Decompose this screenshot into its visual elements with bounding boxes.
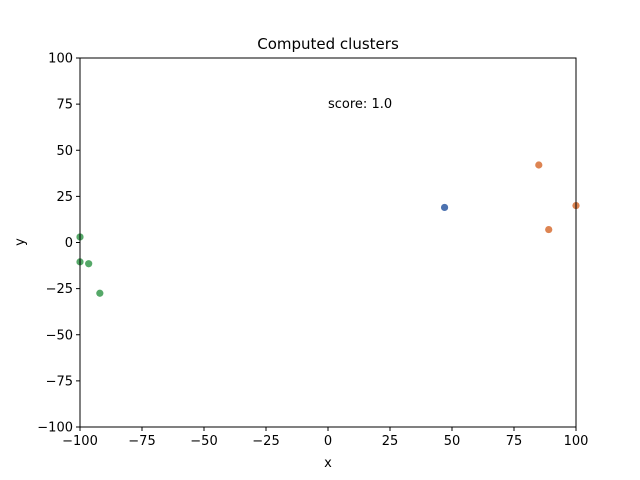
y-tick-label: 50 — [56, 144, 73, 159]
x-tick-label: −75 — [128, 434, 155, 449]
x-tick-label: 0 — [324, 434, 332, 449]
x-tick-label: 100 — [564, 434, 589, 449]
cluster-2-point — [96, 289, 104, 297]
cluster-2-point — [85, 260, 93, 268]
y-axis-label: y — [13, 238, 28, 246]
cluster-0-point — [440, 203, 449, 212]
y-axis-ticks: −100 −75 −50 −25 0 25 50 75 100 — [37, 52, 80, 436]
y-tick-label: −50 — [46, 328, 73, 343]
y-tick-label: 25 — [56, 190, 73, 205]
y-tick-label: −75 — [46, 374, 73, 389]
x-tick-label: −50 — [190, 434, 217, 449]
y-tick-label: 75 — [56, 98, 73, 113]
x-tick-label: 75 — [506, 434, 523, 449]
x-axis-ticks: −100 −75 −50 −25 0 25 50 75 100 — [62, 427, 588, 449]
plot-frame — [79, 57, 577, 428]
cluster-1-point — [535, 161, 543, 169]
chart-title: Computed clusters — [257, 35, 399, 53]
x-tick-label: −100 — [62, 434, 98, 449]
x-axis-label: x — [324, 456, 332, 471]
y-tick-label: −100 — [37, 421, 73, 436]
x-tick-label: 25 — [382, 434, 399, 449]
score-annotation: score: 1.0 — [328, 97, 392, 112]
x-tick-label: −25 — [252, 434, 279, 449]
x-tick-label: 50 — [444, 434, 461, 449]
y-tick-label: 0 — [65, 236, 73, 251]
cluster-1-point — [545, 225, 553, 234]
y-tick-label: −25 — [46, 282, 73, 297]
data-points — [76, 161, 580, 297]
y-tick-label: 100 — [48, 52, 73, 67]
